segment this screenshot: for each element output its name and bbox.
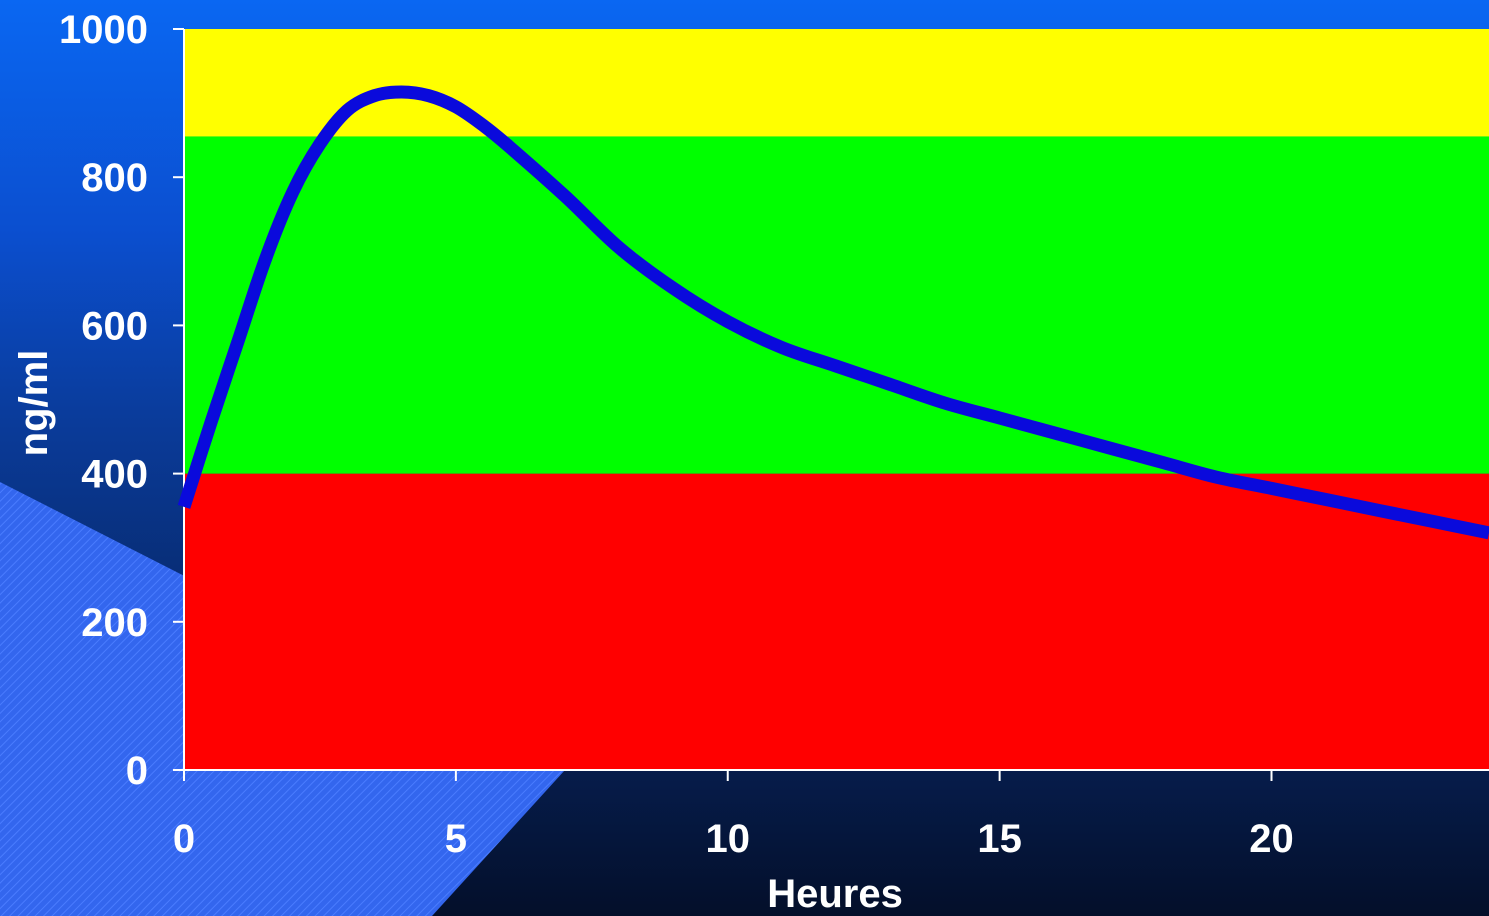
y-tick-label: 400 [81, 453, 148, 497]
x-tick-label: 10 [706, 817, 751, 861]
y-tick-label: 0 [126, 749, 148, 793]
series-line-0 [177, 85, 1489, 540]
x-tick-label: 15 [977, 817, 1022, 861]
y-tick-label: 600 [81, 304, 148, 348]
y-tick-label: 200 [81, 601, 148, 645]
y-axis-ticks: 0 200 400 600 800 1000 [59, 8, 184, 793]
y-axis-label: ng/ml [12, 350, 56, 457]
x-tick-label: 0 [173, 817, 195, 861]
x-axis-ticks: 0 5 10 15 20 [173, 770, 1294, 861]
band-2 [184, 29, 1489, 137]
x-tick-label: 20 [1249, 817, 1294, 861]
y-tick-label: 800 [81, 156, 148, 200]
y-tick-label: 1000 [59, 8, 148, 52]
threshold-bands [184, 29, 1489, 770]
x-axis-label: Heures [767, 872, 903, 916]
x-tick-label: 5 [445, 817, 467, 861]
series-group [177, 85, 1489, 540]
band-0 [184, 473, 1489, 770]
band-1 [184, 136, 1489, 474]
